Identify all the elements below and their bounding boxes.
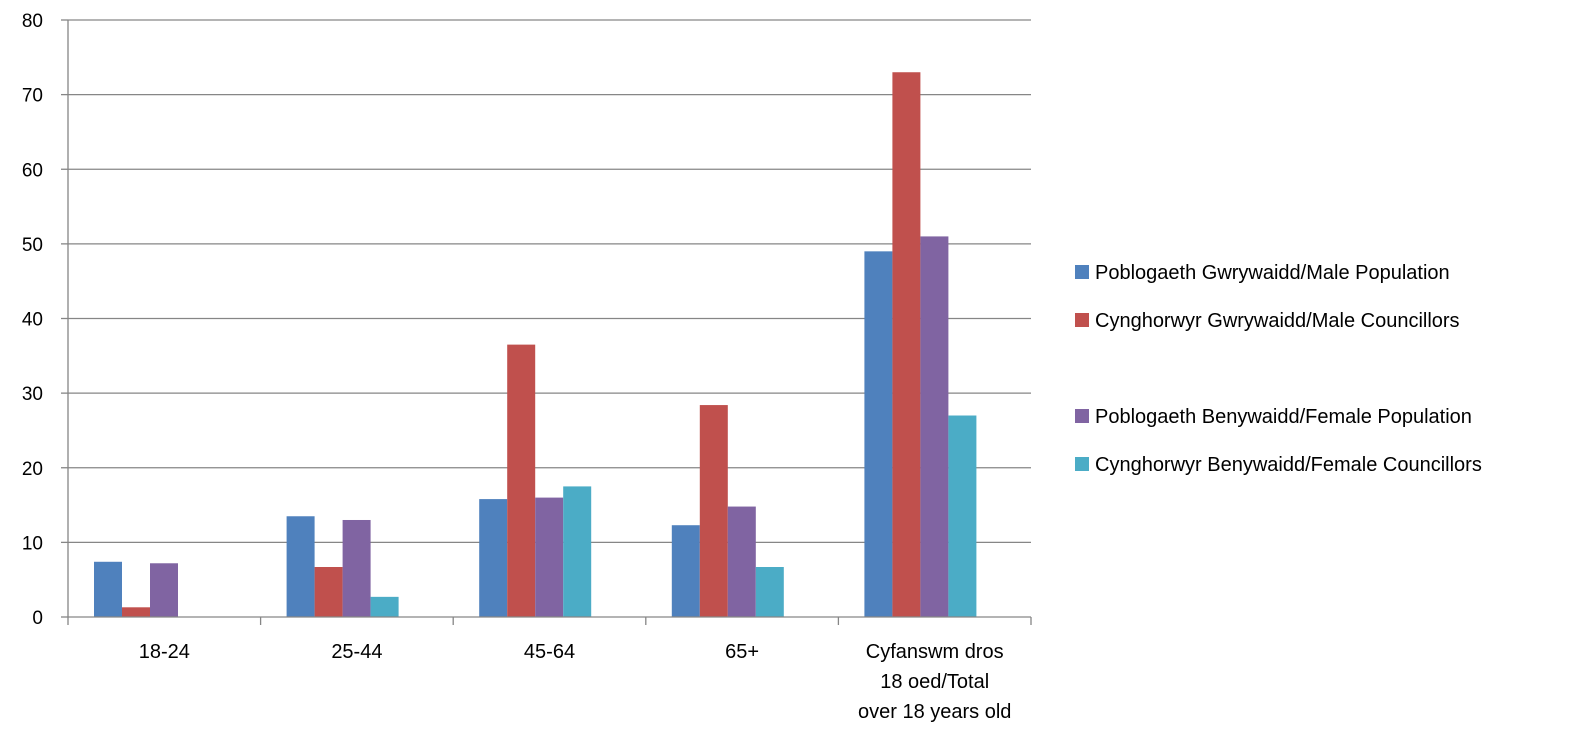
legend-swatch (1075, 409, 1089, 423)
bar (727, 506, 756, 617)
x-tick-label: 45-64 (524, 641, 575, 663)
legend-label: Poblogaeth Gwrywaidd/Male Population (1095, 262, 1450, 284)
legend-label: Poblogaeth Benywaidd/Female Population (1095, 406, 1472, 428)
bar (286, 516, 315, 617)
bar (314, 567, 343, 617)
legend-swatch (1075, 313, 1089, 327)
bar (370, 596, 399, 617)
bar (864, 251, 893, 617)
legend-label: Cynghorwyr Gwrywaidd/Male Councillors (1095, 310, 1460, 332)
legend-swatch (1075, 265, 1089, 279)
bar (122, 607, 150, 617)
y-tick-label: 80 (22, 11, 43, 32)
x-axis-ticks: 18-24 25-44 45-64 65+ Cyfanswm dros 18 oed/To… (139, 641, 1012, 723)
bar (892, 72, 921, 618)
y-axis-ticks: 0 10 20 30 40 50 60 70 80 (22, 11, 43, 629)
axes (61, 19, 1032, 625)
y-tick-label: 40 (22, 310, 43, 331)
bar (755, 567, 784, 617)
y-tick-label: 50 (22, 235, 43, 256)
bar (507, 344, 536, 617)
x-tick-label: 65+ (725, 641, 759, 663)
bar (948, 415, 977, 617)
x-tick-label-line: Cyfanswm dros (866, 641, 1004, 663)
x-tick-label-line: 18-24 (139, 641, 190, 663)
y-tick-label: 60 (22, 160, 43, 181)
y-tick-label: 30 (22, 384, 43, 405)
x-tick-label: Cyfanswm dros 18 oed/Total over 18 years o… (858, 641, 1011, 723)
x-tick-label-line: over 18 years old (858, 701, 1011, 723)
gridlines (68, 19, 1031, 544)
bar (920, 236, 949, 617)
legend: Poblogaeth Gwrywaidd/Male Population Cyng… (1075, 262, 1482, 476)
x-tick-label-line: 65+ (725, 641, 759, 663)
bar (150, 563, 178, 617)
bar (671, 525, 700, 617)
x-tick-label: 18-24 (139, 641, 190, 663)
bars (94, 72, 977, 618)
bar (479, 499, 508, 617)
y-tick-label: 0 (32, 608, 43, 629)
x-tick-label-line: 25-44 (331, 641, 382, 663)
x-tick-label-line: 18 oed/Total (880, 671, 989, 693)
y-tick-label: 70 (22, 86, 43, 107)
x-tick-label-line: 45-64 (524, 641, 575, 663)
bar (94, 561, 122, 617)
y-tick-label: 10 (22, 533, 43, 554)
bar (699, 405, 728, 617)
bar (535, 497, 564, 617)
bar (342, 519, 371, 617)
legend-label: Cynghorwyr Benywaidd/Female Councillors (1095, 454, 1482, 476)
x-tick-label: 25-44 (331, 641, 382, 663)
y-tick-label: 20 (22, 459, 43, 480)
bar (563, 486, 592, 617)
legend-swatch (1075, 457, 1089, 471)
